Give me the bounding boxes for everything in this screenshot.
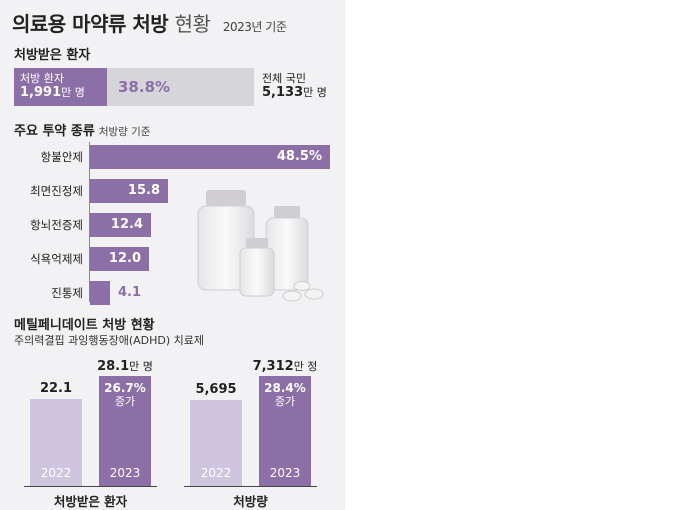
adhd-value-number: 7,312 bbox=[252, 359, 294, 374]
adhd-value-number: 5,695 bbox=[195, 382, 237, 397]
group-label: 처방량 bbox=[233, 494, 268, 509]
page-title: 의료용 마약류 처방 현황 2023년 기준 bbox=[12, 8, 287, 37]
prescribed-unit: 만 명 bbox=[61, 86, 85, 99]
adhd-bar-value: 5,695 bbox=[180, 382, 252, 397]
adhd-value-unit: 만 명 bbox=[129, 360, 153, 373]
drug-bar bbox=[90, 247, 149, 271]
increase-percent: 28.4% bbox=[264, 381, 306, 395]
title-light: 현황 bbox=[174, 12, 211, 36]
drug-types-title: 주요 투약 종류 bbox=[14, 124, 95, 139]
drug-category-label: 항불안제 bbox=[40, 150, 83, 164]
adhd-section-title: 메틸페니데이트 처방 현황 bbox=[14, 318, 155, 333]
adhd-bar-value: 22.1 bbox=[20, 381, 92, 396]
patients-section-title: 처방받은 환자 bbox=[14, 48, 91, 63]
drug-bar bbox=[90, 179, 168, 203]
drug-bar-value: 12.4 bbox=[110, 217, 143, 232]
prescribed-label-text: 처방 환자 bbox=[20, 72, 64, 85]
adhd-value-number: 28.1 bbox=[97, 359, 130, 374]
adhd-bar bbox=[99, 376, 151, 486]
drug-bar-value: 4.1 bbox=[118, 285, 142, 300]
adhd-bar bbox=[30, 399, 82, 486]
drug-category-label: 최면진정제 bbox=[30, 184, 83, 198]
patient-share-fill bbox=[14, 68, 107, 106]
increase-label: 26.7% 증가 bbox=[99, 381, 151, 409]
drug-bars-baseline bbox=[89, 142, 90, 302]
total-unit: 만 명 bbox=[303, 86, 327, 99]
title-subtitle: 2023년 기준 bbox=[222, 20, 287, 34]
group-label: 처방받은 환자 bbox=[53, 494, 128, 509]
drug-types-section-title: 주요 투약 종류 처방량 기준 bbox=[14, 120, 150, 139]
group-baseline bbox=[24, 486, 157, 487]
adhd-bar-value: 7,312만 정 bbox=[249, 358, 321, 374]
prescribed-value: 1,991 bbox=[20, 85, 62, 100]
infographic-card: 의료용 마약류 처방 현황 2023년 기준 처방받은 환자 처방 환자 1,9… bbox=[0, 0, 345, 510]
prescribed-patients-label: 처방 환자 1,991만 명 bbox=[20, 72, 85, 100]
total-label-text: 전체 국민 bbox=[262, 72, 306, 85]
drug-category-label: 진통제 bbox=[51, 286, 83, 300]
patient-share-percent: 38.8% bbox=[118, 78, 171, 96]
total-population-label: 전체 국민 5,133만 명 bbox=[262, 72, 327, 100]
drug-category-label: 항뇌전증제 bbox=[30, 218, 83, 232]
drug-bar-value: 48.5% bbox=[276, 149, 322, 164]
drug-bar bbox=[90, 281, 110, 305]
drug-bar-value: 15.8 bbox=[127, 183, 160, 198]
increase-text: 증가 bbox=[274, 395, 296, 408]
drug-bar bbox=[90, 213, 151, 237]
pill-bottles-icon bbox=[197, 190, 324, 302]
year-label: 2022 bbox=[200, 466, 232, 480]
adhd-subtitle: 주의력결핍 과잉행동장애(ADHD) 치료제 bbox=[14, 334, 204, 347]
drug-bar bbox=[90, 145, 330, 169]
adhd-value-number: 22.1 bbox=[39, 381, 73, 396]
year-label: 2023 bbox=[269, 466, 301, 480]
increase-text: 증가 bbox=[114, 395, 136, 408]
group-baseline bbox=[184, 486, 317, 487]
drug-category-label: 식욕억제제 bbox=[30, 252, 83, 266]
year-label: 2022 bbox=[40, 466, 72, 480]
drug-types-note: 처방량 기준 bbox=[98, 126, 151, 138]
total-value: 5,133 bbox=[262, 85, 304, 100]
adhd-bar bbox=[190, 400, 242, 486]
drug-bar-value: 12.0 bbox=[108, 251, 141, 266]
increase-percent: 26.7% bbox=[104, 381, 146, 395]
adhd-bar-value: 28.1만 명 bbox=[89, 358, 161, 374]
adhd-bar bbox=[259, 376, 311, 486]
increase-label: 28.4% 증가 bbox=[259, 381, 311, 409]
title-main: 의료용 마약류 처방 bbox=[12, 12, 169, 36]
adhd-value-unit: 만 정 bbox=[293, 360, 318, 373]
year-label: 2023 bbox=[109, 466, 141, 480]
